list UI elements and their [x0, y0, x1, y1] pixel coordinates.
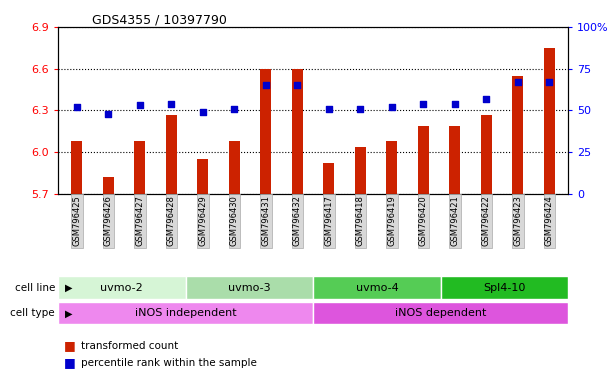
- Text: ▶: ▶: [65, 308, 73, 318]
- Text: percentile rank within the sample: percentile rank within the sample: [81, 358, 257, 368]
- Text: uvmo-2: uvmo-2: [100, 283, 143, 293]
- Text: GSM796426: GSM796426: [104, 195, 113, 247]
- Point: [481, 96, 491, 102]
- Bar: [544, 48, 555, 194]
- Bar: [313, 302, 568, 324]
- Point: [198, 109, 208, 115]
- Point: [513, 79, 523, 85]
- Point: [419, 101, 428, 107]
- Text: uvmo-3: uvmo-3: [228, 283, 271, 293]
- Text: cell type: cell type: [10, 308, 55, 318]
- Bar: [58, 276, 186, 299]
- Text: GSM796431: GSM796431: [262, 195, 271, 247]
- Text: GSM796418: GSM796418: [356, 195, 365, 247]
- Bar: [166, 114, 177, 194]
- Text: GSM796423: GSM796423: [513, 195, 522, 247]
- Text: GSM796420: GSM796420: [419, 195, 428, 246]
- Bar: [197, 159, 208, 194]
- Bar: [58, 302, 313, 324]
- Text: GSM796419: GSM796419: [387, 195, 397, 246]
- Point: [135, 102, 145, 108]
- Text: GSM796429: GSM796429: [199, 195, 207, 246]
- Bar: [186, 276, 313, 299]
- Point: [450, 101, 459, 107]
- Text: GSM796427: GSM796427: [136, 195, 144, 247]
- Bar: [229, 141, 240, 194]
- Text: Spl4-10: Spl4-10: [483, 283, 525, 293]
- Bar: [313, 276, 441, 299]
- Text: transformed count: transformed count: [81, 341, 178, 351]
- Point: [72, 104, 82, 110]
- Text: cell line: cell line: [15, 283, 55, 293]
- Text: GSM796424: GSM796424: [545, 195, 554, 246]
- Bar: [71, 141, 82, 194]
- Point: [230, 106, 240, 112]
- Point: [356, 106, 365, 112]
- Text: ■: ■: [64, 356, 76, 369]
- Bar: [103, 177, 114, 194]
- Point: [324, 106, 334, 112]
- Point: [167, 101, 177, 107]
- Bar: [355, 147, 366, 194]
- Bar: [418, 126, 429, 194]
- Text: GSM796430: GSM796430: [230, 195, 239, 247]
- Text: GSM796432: GSM796432: [293, 195, 302, 247]
- Text: iNOS dependent: iNOS dependent: [395, 308, 486, 318]
- Point: [544, 79, 554, 85]
- Bar: [134, 141, 145, 194]
- Bar: [513, 76, 524, 194]
- Text: ▶: ▶: [65, 283, 73, 293]
- Text: GSM796421: GSM796421: [450, 195, 459, 246]
- Bar: [441, 276, 568, 299]
- Point: [261, 82, 271, 88]
- Text: ■: ■: [64, 339, 76, 352]
- Bar: [260, 69, 271, 194]
- Point: [293, 82, 302, 88]
- Bar: [449, 126, 460, 194]
- Text: uvmo-4: uvmo-4: [356, 283, 398, 293]
- Point: [103, 111, 113, 117]
- Text: iNOS independent: iNOS independent: [135, 308, 236, 318]
- Text: GSM796425: GSM796425: [73, 195, 81, 246]
- Text: GSM796428: GSM796428: [167, 195, 176, 247]
- Bar: [386, 141, 397, 194]
- Bar: [292, 69, 303, 194]
- Bar: [481, 114, 492, 194]
- Text: GSM796422: GSM796422: [482, 195, 491, 246]
- Point: [387, 104, 397, 110]
- Text: GSM796417: GSM796417: [324, 195, 334, 247]
- Text: GDS4355 / 10397790: GDS4355 / 10397790: [92, 13, 227, 26]
- Bar: [323, 163, 334, 194]
